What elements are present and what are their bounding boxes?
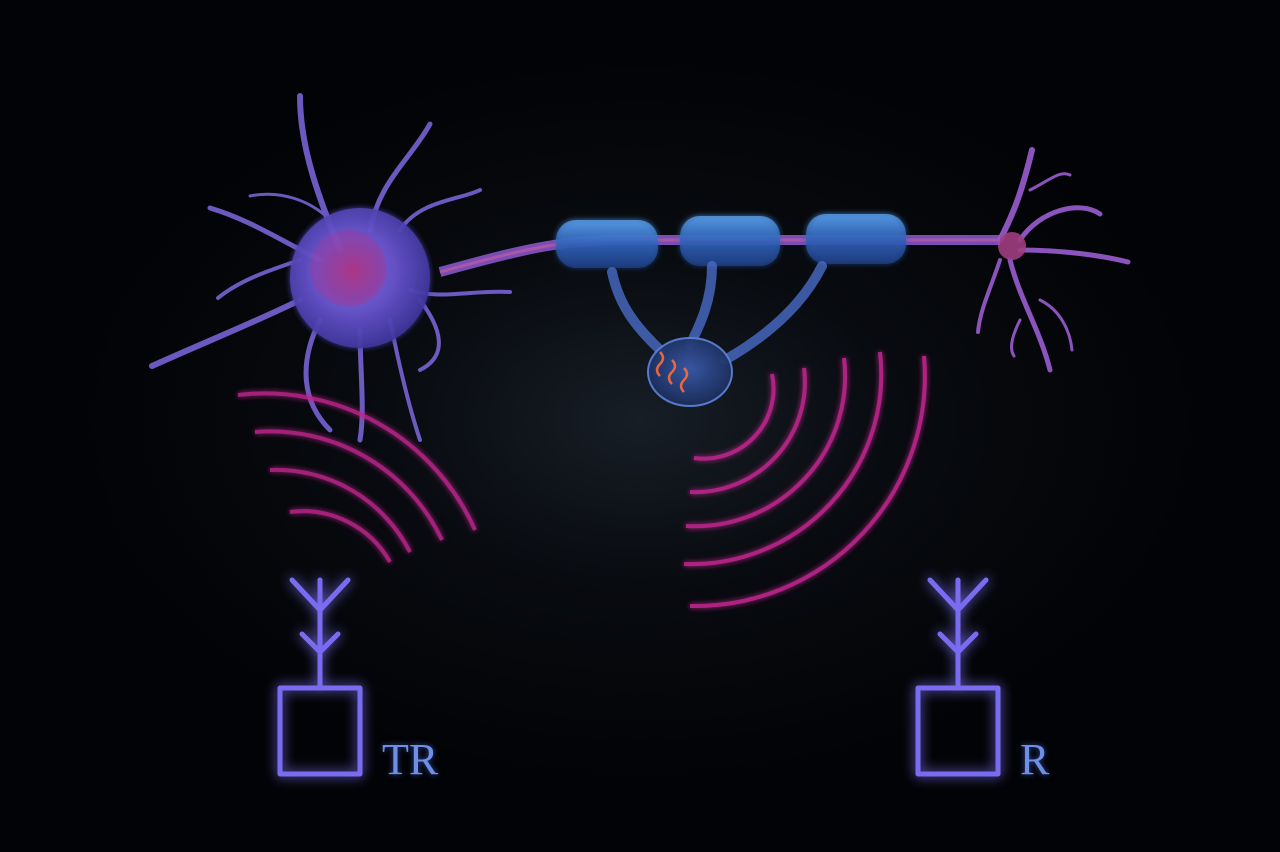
signal-waves-right [683,351,927,609]
transceiver [277,577,363,777]
signal-waves-left [237,391,477,563]
myelin-segment [806,214,906,264]
transceiver-box-icon [277,685,363,777]
axon-terminal [976,147,1131,373]
myelin-sheaths [556,214,906,268]
neuron-soma [149,93,512,443]
transceiver-label: TR [382,735,439,784]
antenna-icon [927,577,989,691]
myelin-segment [680,216,780,266]
antenna-icon [289,577,351,691]
myelin-segment [556,220,658,268]
receiver [915,577,1001,777]
schwann-cell [607,261,827,407]
receiver-label: R [1020,735,1050,784]
receiver-box-icon [915,685,1001,777]
dna-helix-icon [655,351,689,393]
